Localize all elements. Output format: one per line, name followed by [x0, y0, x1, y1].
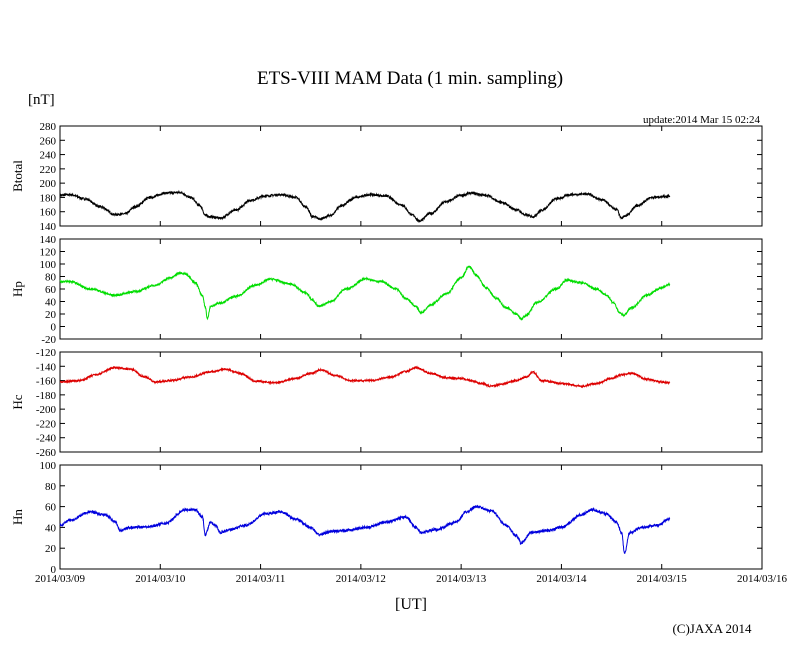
y-tick-label: -260 [36, 447, 57, 459]
panel-hc: -260 -240 -220 -200 -180 -160 -140 -120 Hc [10, 347, 763, 459]
y-tick-label: 120 [40, 247, 57, 259]
y-tick-label: 280 [40, 121, 57, 133]
y-tick-label: -160 [36, 376, 57, 388]
y-tick-label: 0 [51, 564, 57, 576]
panel-frame-hc [59, 351, 763, 453]
y-tick-label: 220 [40, 164, 57, 176]
x-axis-label: [UT] [395, 596, 427, 613]
y-tick-label: 80 [45, 481, 57, 493]
x-tick-label: 2014/03/15 [637, 573, 688, 585]
y-tick-label: -120 [36, 347, 57, 359]
y-tick-label: 40 [45, 297, 57, 309]
panel-btotal: 140 160 180 200 220 240 260 280 Btotal [10, 121, 763, 233]
y-tick-label: -180 [36, 390, 57, 402]
y-tick-label: 100 [40, 460, 57, 472]
y-tick-label: 100 [40, 259, 57, 271]
y-tick-label: 80 [45, 272, 57, 284]
y-tick-label: 160 [40, 207, 57, 219]
y-tick-label: 40 [45, 522, 57, 534]
panel-ylabel-hc: Hc [10, 394, 25, 409]
x-tick-label: 2014/03/16 [737, 573, 788, 585]
panels-group: 140160180200220240260280Btotal-200204060… [10, 121, 763, 576]
unit-label: [nT] [28, 92, 55, 108]
x-tick-label: 2014/03/10 [135, 573, 186, 585]
y-tick-label: 20 [45, 309, 57, 321]
update-label: update:2014 Mar 15 02:24 [643, 114, 761, 126]
x-tick-label: 2014/03/11 [236, 573, 286, 585]
y-tick-label: 200 [40, 178, 57, 190]
panel-frame-hn [59, 464, 763, 570]
x-tick-label: 2014/03/12 [336, 573, 386, 585]
y-tick-label: -20 [41, 334, 56, 346]
y-tick-label: -140 [36, 361, 57, 373]
panel-ylabel-hp: Hp [10, 281, 25, 297]
panel-frame-btotal [59, 125, 763, 227]
x-tick-label: 2014/03/13 [436, 573, 487, 585]
y-tick-label: -200 [36, 404, 57, 416]
panel-hn: 0 20 40 60 80 100 Hn [10, 460, 763, 576]
copyright-label: (C)JAXA 2014 [672, 621, 752, 636]
y-tick-label: 140 [40, 234, 57, 246]
series-line-hc [59, 365, 671, 389]
y-tick-label: 180 [40, 192, 57, 204]
series-line-btotal [59, 189, 671, 223]
y-tick-label: -240 [36, 433, 57, 445]
panel-ylabel-hn: Hn [10, 509, 25, 525]
y-tick-label: -220 [36, 418, 57, 430]
y-tick-label: 60 [45, 284, 57, 296]
chart-title: ETS-VIII MAM Data (1 min. sampling) [257, 68, 563, 89]
panel-ylabel-btotal: Btotal [10, 160, 25, 192]
y-tick-label: 20 [45, 543, 57, 555]
series-line-hp [59, 265, 671, 321]
series-line-hn [59, 504, 671, 554]
y-tick-label: 260 [40, 135, 57, 147]
y-tick-label: 240 [40, 150, 57, 162]
x-tick-label: 2014/03/09 [35, 573, 86, 585]
x-tick-label: 2014/03/14 [536, 573, 587, 585]
y-tick-label: 0 [51, 322, 57, 334]
y-tick-label: 140 [40, 221, 57, 233]
x-axis: 2014/03/09 2014/03/10 2014/03/11 2014/03/12… [35, 573, 788, 585]
y-tick-label: 60 [45, 502, 57, 514]
